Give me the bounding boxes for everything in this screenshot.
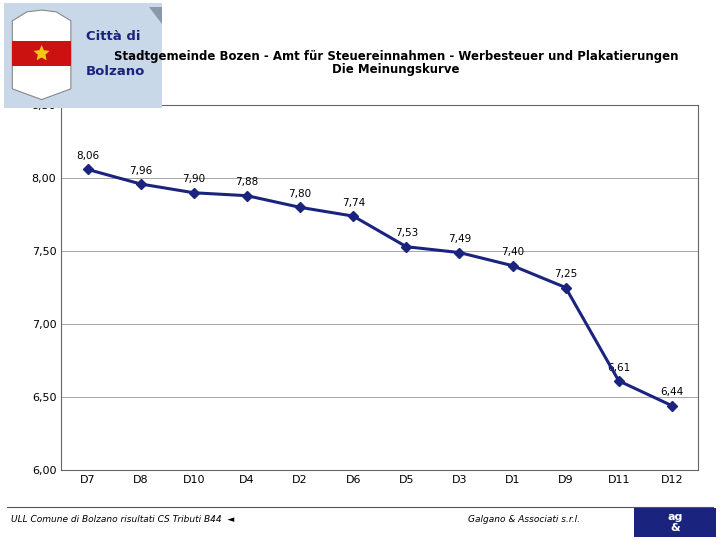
Text: 7,90: 7,90 — [182, 174, 205, 185]
Text: 6,44: 6,44 — [660, 387, 683, 397]
Text: 7,96: 7,96 — [129, 166, 153, 176]
Text: Bolzano: Bolzano — [86, 65, 145, 78]
Text: 7,25: 7,25 — [554, 269, 577, 279]
Text: 7,53: 7,53 — [395, 228, 418, 238]
Text: Galgano & Associati s.r.l.: Galgano & Associati s.r.l. — [468, 515, 580, 524]
FancyBboxPatch shape — [634, 508, 716, 537]
Text: 7,74: 7,74 — [341, 198, 365, 208]
Polygon shape — [12, 42, 71, 65]
Text: 7,80: 7,80 — [289, 189, 312, 199]
Polygon shape — [34, 45, 50, 60]
Text: 6,61: 6,61 — [607, 362, 631, 373]
Text: ULL Comune di Bolzano risultati CS Tributi B44  ◄: ULL Comune di Bolzano risultati CS Tribu… — [11, 515, 234, 524]
Text: Die Meinungskurve: Die Meinungskurve — [332, 63, 460, 76]
Text: Città di: Città di — [86, 30, 140, 43]
Text: 7,49: 7,49 — [448, 234, 471, 244]
Polygon shape — [12, 10, 71, 99]
FancyBboxPatch shape — [1, 1, 165, 110]
Text: 8,06: 8,06 — [76, 151, 99, 161]
Text: 7,40: 7,40 — [501, 247, 524, 258]
Polygon shape — [149, 7, 162, 24]
Text: 7,88: 7,88 — [235, 177, 258, 187]
Text: ag
&: ag & — [667, 512, 683, 534]
Text: Stadtgemeinde Bozen - Amt für Steuereinnahmen - Werbesteuer und Plakatierungen: Stadtgemeinde Bozen - Amt für Steuereinn… — [114, 50, 678, 63]
